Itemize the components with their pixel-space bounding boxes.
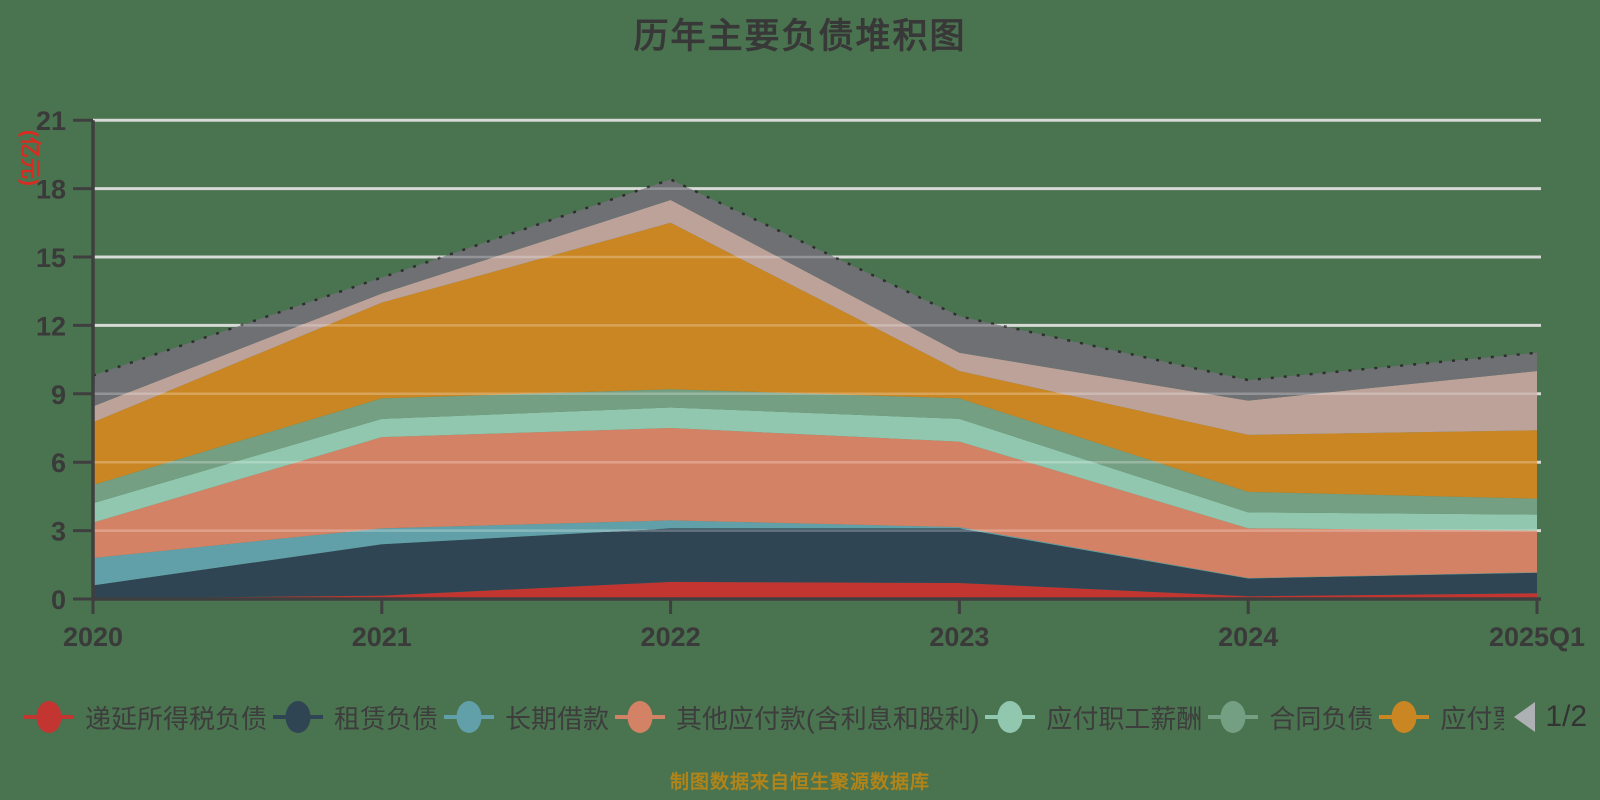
legend-item-递延所得税负债[interactable]: 递延所得税负债: [24, 699, 267, 736]
legend-marker-icon: [985, 699, 1036, 735]
legend-marker-dot: [36, 701, 62, 733]
legend-pagination: 1/2: [1514, 700, 1592, 734]
x-tick-label: 2025Q1: [1489, 622, 1585, 652]
area-series-8[interactable]: [93, 200, 1537, 435]
legend-label: 其他应付款(含利息和股利): [676, 703, 980, 734]
area-series-9[interactable]: [93, 179, 1537, 407]
chart-title: 历年主要负债堆积图: [633, 17, 967, 56]
area-应付职工薪酬[interactable]: [93, 407, 1537, 531]
legend-label: 递延所得税负债: [85, 703, 268, 734]
stack-top-dashed-line: [92, 178, 1538, 382]
area-递延所得税负债[interactable]: [93, 581, 1537, 599]
y-tick-label: 15: [36, 243, 66, 273]
legend-bar: 递延所得税负债 租赁负债 长期借款 其他应付款(含利息和股利) 应付职工薪酬 合同负债 应付…: [24, 694, 1592, 740]
y-tick-label: 0: [51, 585, 66, 615]
x-tick-label: 2022: [641, 622, 701, 652]
y-tick-label: 9: [51, 380, 66, 410]
legend-marker-dot: [285, 701, 311, 733]
legend-item-其他应付款(含利息和股利)[interactable]: 其他应付款(含利息和股利): [615, 699, 979, 736]
x-tick-label: 2023: [929, 622, 989, 652]
y-tick-label: 21: [36, 106, 66, 136]
legend-item-合同负债[interactable]: 合同负债: [1208, 699, 1373, 736]
legend-marker-icon: [1208, 699, 1259, 735]
legend-page-indicator: 1/2: [1545, 700, 1588, 733]
legend-marker-dot: [1220, 701, 1246, 733]
legend-label: 合同负债: [1269, 703, 1374, 734]
legend-marker-dot: [456, 701, 482, 733]
legend-marker-dot: [627, 701, 653, 733]
y-tick-label: 6: [51, 448, 66, 478]
y-tick-label: 12: [36, 311, 66, 341]
legend-item-应付职工薪酬[interactable]: 应付职工薪酬: [985, 699, 1202, 736]
legend-item-长期借款[interactable]: 长期借款: [444, 699, 609, 736]
legend-marker-icon: [24, 699, 74, 735]
legend-prev-page-arrow-icon[interactable]: [1514, 702, 1536, 732]
legend-marker-icon: [615, 699, 666, 735]
legend-marker-dot: [997, 701, 1023, 733]
source-note: 制图数据来自恒生聚源数据库: [669, 772, 930, 793]
x-tick-label: 2020: [63, 622, 123, 652]
legend-item-应付票[interactable]: 应付票: [1379, 699, 1504, 736]
area-其他应付款(含利息和股利)[interactable]: [93, 428, 1537, 579]
legend-label: 租赁负债: [334, 703, 439, 734]
area-长期借款[interactable]: [93, 520, 1537, 586]
plot-area: 0 3 6 9 12 15 18 21 2020 2021 2022 2023 2024 2025Q1: [36, 106, 1585, 652]
legend-label: 应付职工薪酬: [1046, 703, 1203, 734]
y-tick-label: 3: [51, 517, 66, 547]
legend-label: 长期借款: [505, 703, 610, 734]
area-应付票[interactable]: [93, 222, 1537, 499]
x-tick-label: 2021: [352, 622, 412, 652]
area-合同负债[interactable]: [93, 389, 1537, 515]
legend-label: 应付票: [1440, 703, 1504, 734]
legend-item-租赁负债[interactable]: 租赁负债: [273, 699, 438, 736]
legend-marker-dot: [1391, 701, 1417, 733]
legend-marker-icon: [273, 699, 324, 735]
x-tick-label: 2024: [1218, 622, 1278, 652]
legend-marker-icon: [1379, 699, 1430, 735]
legend-marker-icon: [444, 699, 495, 735]
y-tick-label: 18: [36, 175, 66, 205]
area-租赁负债[interactable]: [93, 528, 1537, 599]
